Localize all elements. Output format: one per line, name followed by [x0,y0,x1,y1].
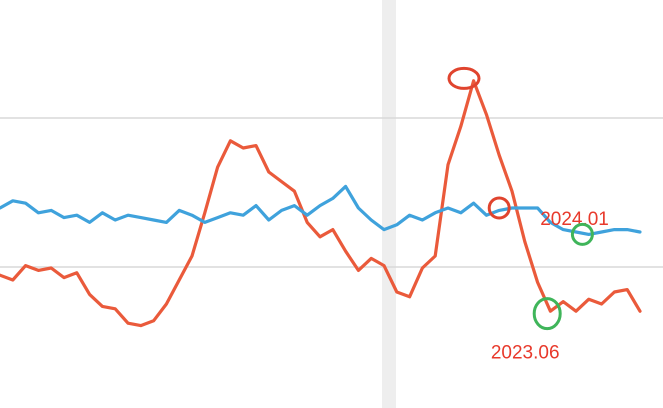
annotation-label-1: 2024.01 [540,209,609,230]
series-line-orange [0,79,642,328]
annotation-circle-red-0 [447,66,481,90]
annotation-circle-red-1 [487,196,511,220]
series-line-blue [0,184,642,236]
annotation-label-2: 2023.06 [491,343,560,364]
vertical-band [382,0,396,408]
annotation-circle-green-2 [532,297,562,331]
annotation-circle-green-3 [570,222,594,246]
series-layer [0,79,642,328]
annotation-layer: 2024.01 2023.06 [447,66,609,364]
